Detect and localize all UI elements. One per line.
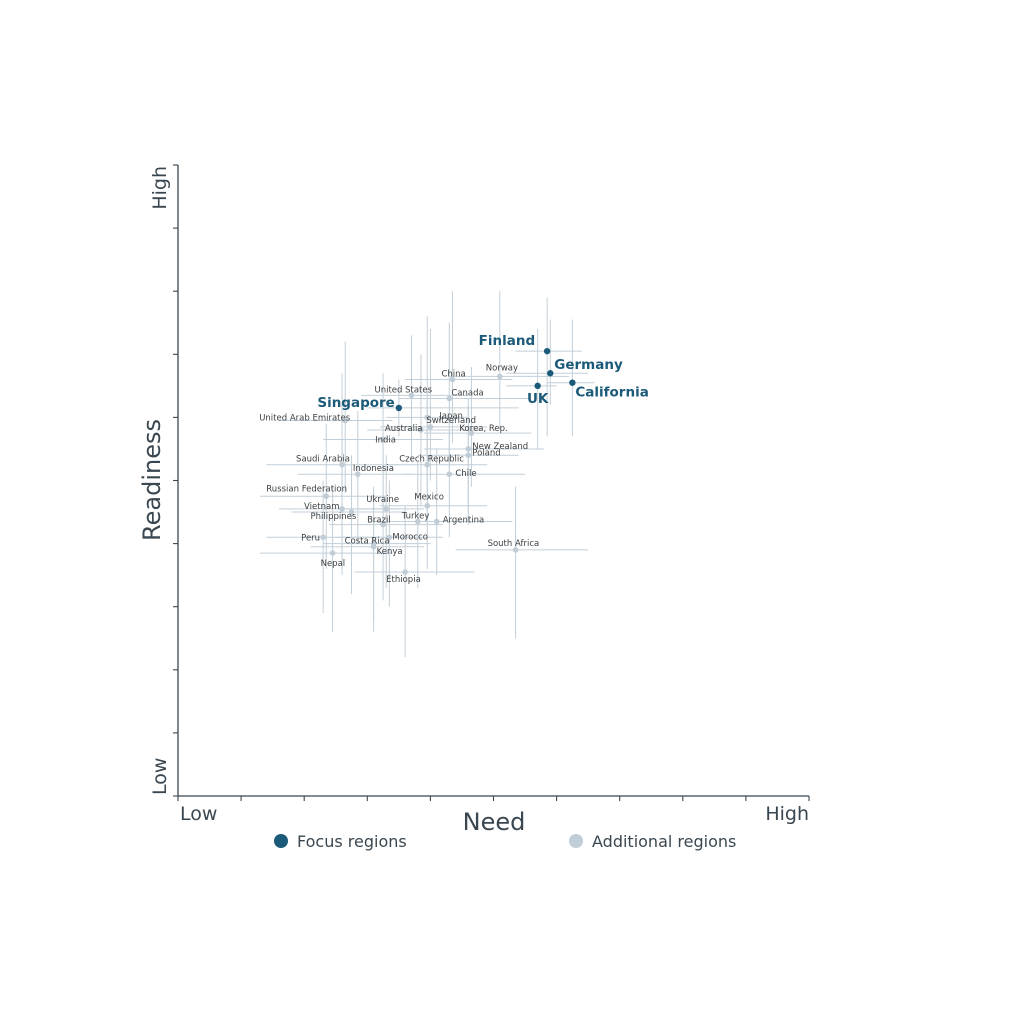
axis-ticks	[173, 164, 810, 801]
x-axis-high-label: High	[765, 803, 809, 825]
point-label-china: China	[441, 370, 465, 380]
legend: Focus regions Additional regions	[274, 832, 736, 851]
point-vietnam	[339, 506, 345, 512]
point-label-turkey: Turkey	[401, 512, 430, 522]
legend-additional-swatch	[569, 834, 583, 848]
point-label-morocco: Morocco	[392, 532, 428, 542]
point-chile	[446, 471, 453, 477]
point-label-germany: Germany	[554, 357, 623, 373]
point-label-nepal: Nepal	[321, 559, 346, 569]
point-ethiopia	[402, 569, 408, 575]
legend-focus-label: Focus regions	[297, 832, 407, 851]
point-new-zealand	[465, 446, 472, 452]
point-label-finland: Finland	[479, 333, 535, 349]
point-label-ethiopia: Ethiopia	[386, 575, 421, 585]
point-label-costa-rica: Costa Rica	[345, 537, 390, 547]
point-united-states	[408, 392, 415, 399]
point-label-california: California	[575, 385, 648, 401]
point-kenya	[370, 543, 377, 550]
point-label-czech-republic: Czech Republic	[399, 455, 464, 465]
x-axis-low-label: Low	[180, 803, 217, 825]
point-label-kenya: Kenya	[377, 547, 403, 557]
point-label-mexico: Mexico	[414, 493, 444, 503]
point-ukraine	[383, 506, 390, 512]
point-japan	[424, 414, 431, 421]
point-label-russian-federation: Russian Federation	[266, 484, 347, 494]
point-label-switzerland: Switzerland	[426, 416, 476, 426]
point-label-new-zealand: New Zealand	[472, 442, 528, 452]
point-label-poland: Poland	[472, 448, 500, 458]
point-label-australia: Australia	[385, 424, 423, 434]
point-india	[380, 436, 386, 443]
point-saudi-arabia	[339, 461, 345, 468]
point-label-korea-rep: Korea, Rep.	[459, 424, 507, 434]
point-label-philippines: Philippines	[311, 512, 357, 522]
point-china	[449, 376, 456, 383]
point-switzerland	[427, 424, 434, 430]
point-labels: Norway China Canada United States JapanSwitz…	[259, 333, 649, 585]
point-label-singapore: Singapore	[317, 395, 395, 411]
point-united-arab-emirates	[342, 417, 349, 424]
point-label-chile: Chile	[455, 469, 476, 479]
point-label-brazil: Brazil	[367, 516, 391, 526]
legend-additional-label: Additional regions	[592, 832, 736, 851]
y-axis-high-label: High	[149, 166, 171, 210]
error-bars	[260, 291, 595, 658]
point-label-japan: Japan	[438, 411, 463, 421]
point-mexico	[424, 502, 431, 509]
point-label-norway: Norway	[486, 363, 518, 373]
point-uk	[534, 382, 541, 390]
point-singapore	[395, 404, 403, 412]
point-label-united-states: United States	[374, 385, 432, 395]
point-label-peru: Peru	[301, 533, 320, 543]
point-indonesia	[355, 471, 361, 477]
point-canada	[446, 395, 453, 402]
point-finland	[543, 347, 551, 355]
point-label-ukraine: Ukraine	[366, 495, 399, 505]
point-california	[569, 379, 576, 386]
point-philippines	[348, 509, 355, 515]
point-label-argentina: Argentina	[443, 516, 484, 526]
point-nepal	[329, 550, 336, 556]
point-argentina	[433, 518, 440, 525]
point-korea-rep	[468, 430, 475, 436]
point-label-saudi-arabia: Saudi Arabia	[296, 455, 350, 465]
point-label-united-arab-emirates: United Arab Emirates	[259, 414, 351, 424]
point-label-indonesia: Indonesia	[353, 464, 394, 474]
y-axis-low-label: Low	[149, 758, 171, 795]
point-germany	[547, 370, 554, 377]
point-label-vietnam: Vietnam	[304, 502, 339, 512]
axes	[177, 165, 809, 797]
point-russian-federation	[323, 493, 330, 500]
x-axis-title: Need	[463, 808, 526, 836]
point-turkey	[414, 518, 421, 525]
point-brazil	[380, 521, 386, 528]
point-norway	[497, 373, 503, 380]
point-label-south-africa: South Africa	[488, 539, 540, 549]
point-czech-republic	[424, 461, 431, 468]
point-australia	[418, 427, 424, 433]
point-peru	[320, 534, 326, 541]
point-poland	[465, 452, 472, 459]
data-points	[320, 347, 576, 575]
point-south-africa	[512, 547, 519, 553]
point-label-india: India	[375, 435, 396, 445]
y-axis-title: Readiness	[138, 419, 166, 541]
point-label-canada: Canada	[451, 388, 483, 398]
point-label-uk: UK	[527, 391, 549, 407]
point-morocco	[386, 534, 393, 541]
legend-focus-swatch	[274, 834, 288, 848]
